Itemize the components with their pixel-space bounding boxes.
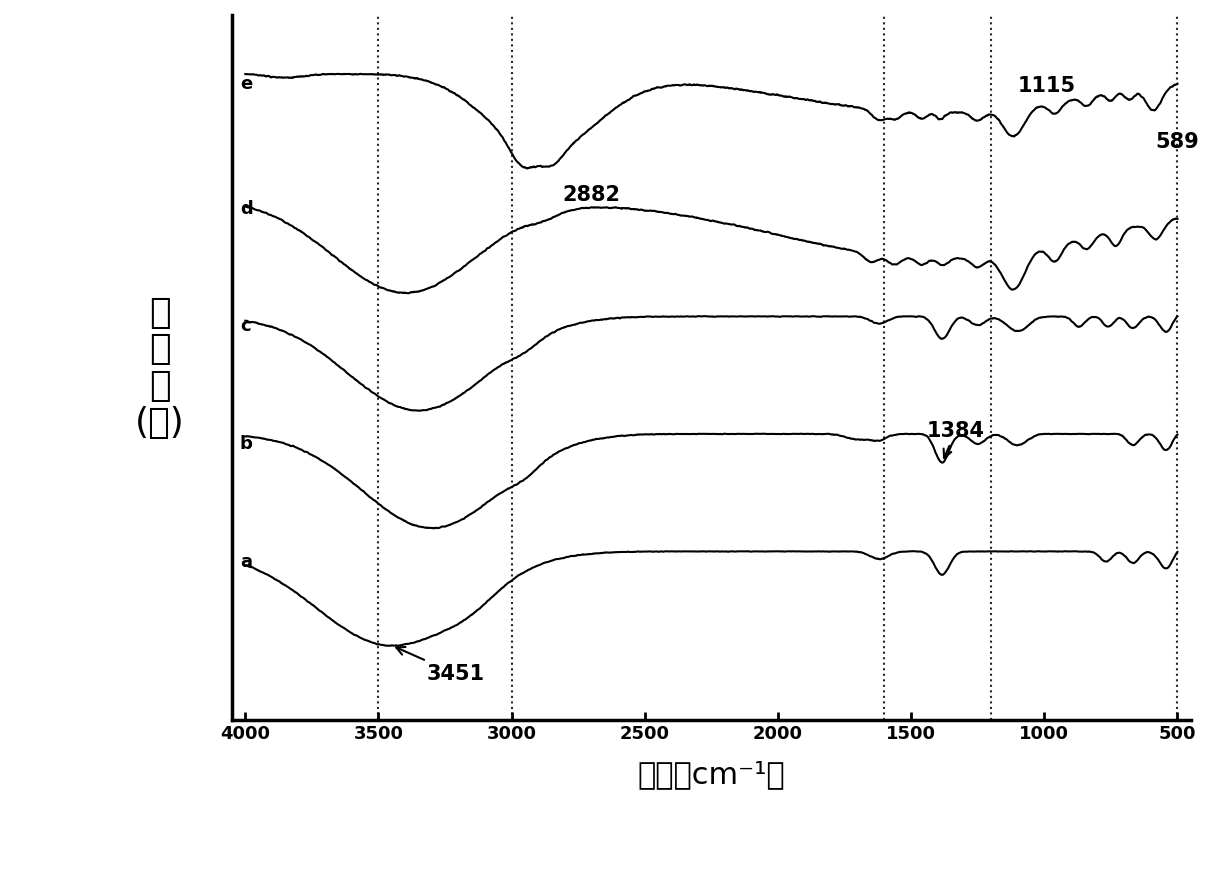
Text: b: b	[241, 435, 253, 453]
Text: 1384: 1384	[927, 421, 985, 458]
X-axis label: 波数（cm⁻¹）: 波数（cm⁻¹）	[638, 760, 785, 789]
Text: a: a	[241, 553, 252, 571]
Text: c: c	[241, 317, 250, 336]
Text: 1115: 1115	[1018, 76, 1075, 96]
Text: 透
光
率
(％): 透 光 率 (％)	[135, 296, 185, 439]
Text: 3451: 3451	[396, 647, 485, 684]
Text: d: d	[241, 200, 253, 218]
Text: e: e	[241, 75, 253, 93]
Text: 589: 589	[1155, 132, 1199, 152]
Text: 2882: 2882	[563, 185, 620, 205]
